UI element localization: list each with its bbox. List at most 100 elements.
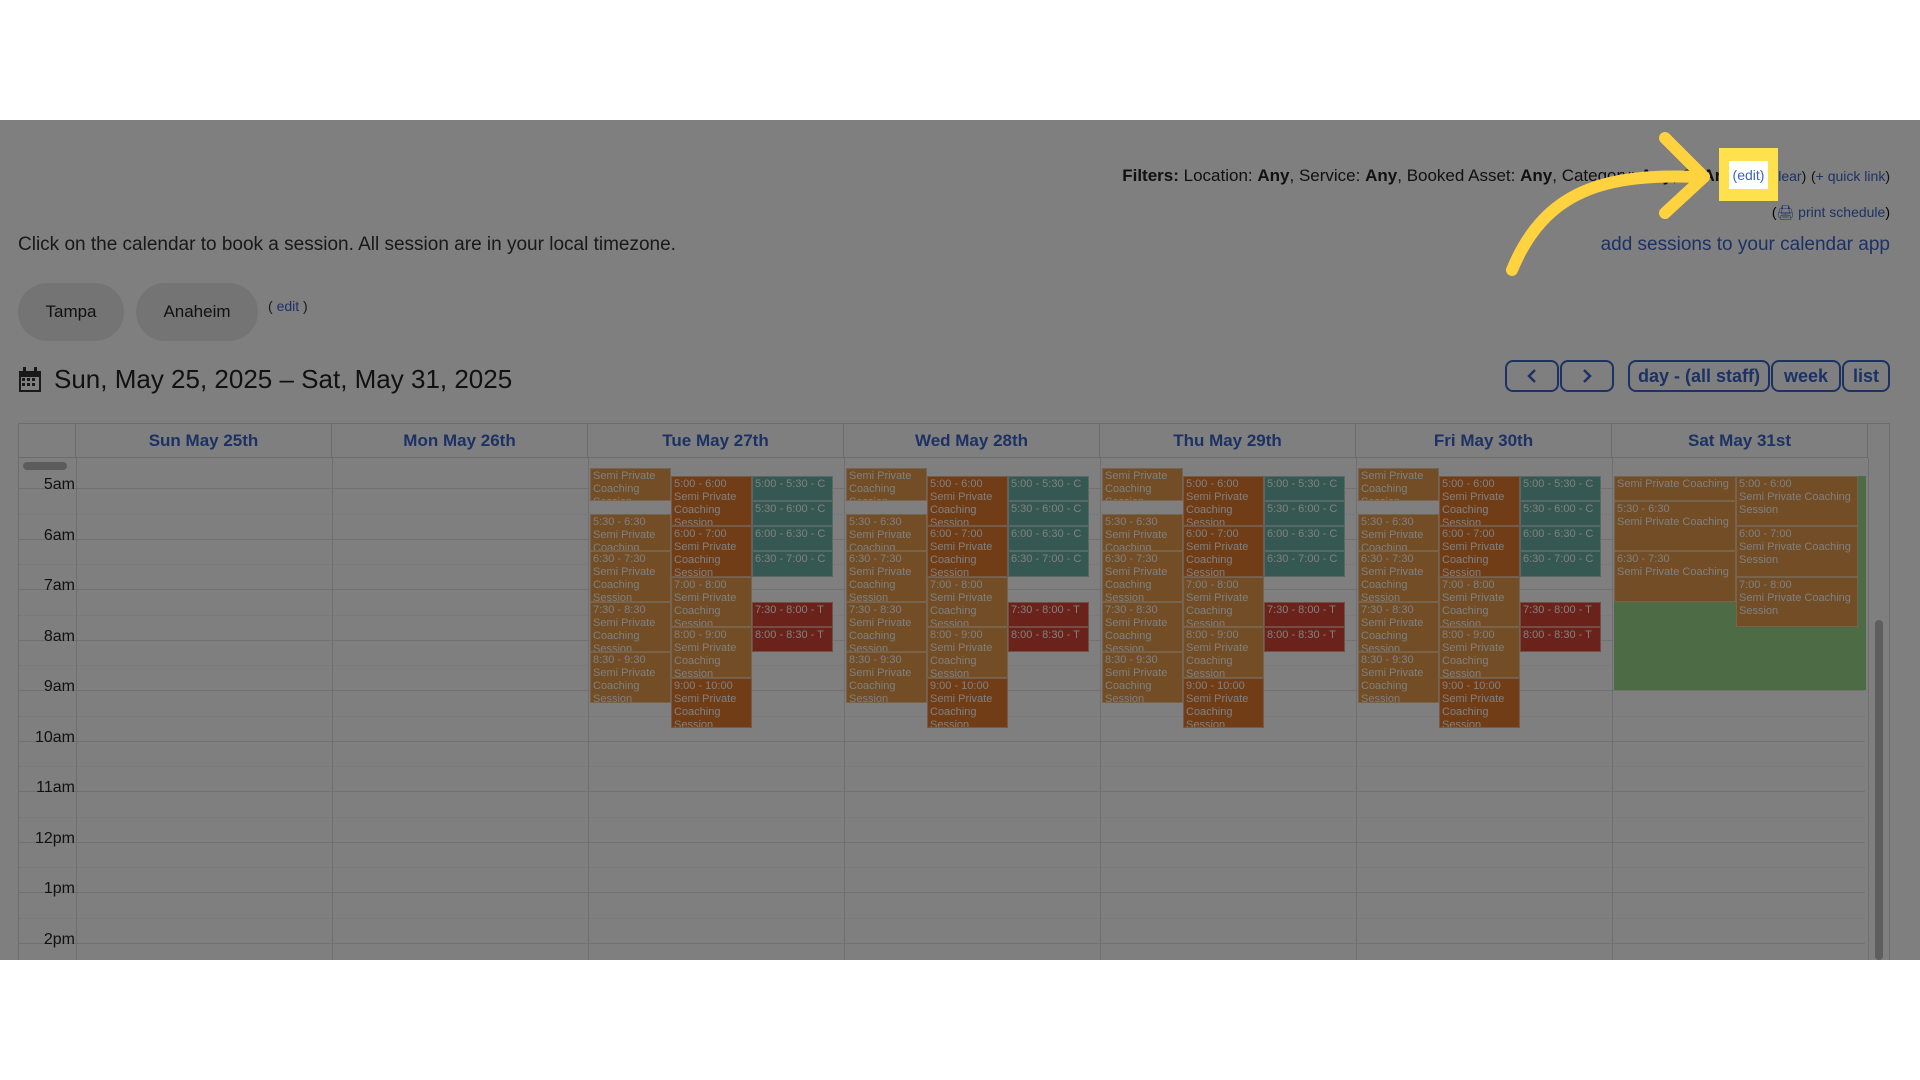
calendar-event[interactable]: 6:00 - 7:00 Semi Private Coaching Session: [927, 526, 1008, 577]
calendar-event[interactable]: Semi Private Coaching Session: [590, 468, 671, 501]
calendar-event[interactable]: 8:30 - 9:30 Semi Private Coaching Session: [1358, 652, 1439, 703]
calendar-event[interactable]: 6:30 - 7:00 - C: [1008, 551, 1089, 577]
calendar-event[interactable]: 8:00 - 8:30 - T: [1520, 627, 1601, 653]
highlighted-edit-link[interactable]: (edit): [1728, 160, 1769, 189]
calendar-event[interactable]: 9:00 - 10:00 Semi Private Coaching Sessio…: [1439, 677, 1520, 729]
calendar-event[interactable]: 7:00 - 8:00 Semi Private Coaching Session: [1439, 576, 1520, 628]
calendar-event[interactable]: 7:30 - 8:00 - T: [1008, 601, 1089, 628]
locations-edit-link[interactable]: edit: [276, 298, 300, 314]
calendar-event[interactable]: 8:00 - 9:00 Semi Private Coaching Session: [1183, 627, 1264, 678]
calendar-event[interactable]: 6:30 - 7:30 Semi Private Coaching Session: [1102, 551, 1183, 602]
calendar-event[interactable]: 7:30 - 8:00 - T: [1264, 601, 1345, 628]
calendar-event[interactable]: 7:30 - 8:30 Semi Private Coaching Session: [590, 601, 671, 653]
calendar-event[interactable]: 6:30 - 7:30 Semi Private Coaching Session: [590, 551, 671, 602]
calendar-event[interactable]: 5:00 - 5:30 - C: [1520, 475, 1601, 501]
calendar-event[interactable]: 8:00 - 8:30 - T: [752, 627, 833, 653]
event-time: 7:00 - 8:00: [674, 578, 727, 591]
calendar-event[interactable]: 7:00 - 8:00 Semi Private Coaching Session: [1183, 576, 1264, 628]
calendar-event[interactable]: 6:30 - 7:00 - C: [1264, 551, 1345, 577]
prev-week-button[interactable]: [1505, 360, 1559, 392]
calendar-event[interactable]: 7:00 - 8:00 Semi Private Coaching Session: [1736, 576, 1858, 628]
calendar-event[interactable]: 6:00 - 6:30 - C: [1520, 526, 1601, 552]
print-schedule[interactable]: (🖨 print schedule): [1771, 204, 1890, 220]
calendar-event[interactable]: 6:00 - 6:30 - C: [752, 526, 833, 552]
quick-link[interactable]: + quick link: [1815, 168, 1886, 184]
day-header-fri[interactable]: Fri May 30th: [1356, 424, 1612, 458]
view-list-button[interactable]: list: [1842, 360, 1890, 392]
calendar-event[interactable]: 6:00 - 6:30 - C: [1008, 526, 1089, 552]
calendar-event[interactable]: 6:00 - 6:30 - C: [1264, 526, 1345, 552]
calendar-event[interactable]: 8:30 - 9:30 Semi Private Coaching Session: [1102, 652, 1183, 703]
calendar-event[interactable]: 6:00 - 7:00 Semi Private Coaching Session: [1439, 526, 1520, 577]
day-header-wed[interactable]: Wed May 28th: [844, 424, 1100, 458]
calendar-event[interactable]: 6:30 - 7:30 Semi Private Coaching: [1614, 551, 1736, 602]
calendar-event[interactable]: 7:30 - 8:30 Semi Private Coaching Session: [1358, 601, 1439, 653]
calendar-event[interactable]: 7:30 - 8:00 - T: [1520, 601, 1601, 628]
calendar-event[interactable]: 6:30 - 7:30 Semi Private Coaching Session: [846, 551, 927, 602]
calendar-event[interactable]: 7:00 - 8:00 Semi Private Coaching Session: [927, 576, 1008, 628]
calendar-event[interactable]: 5:00 - 6:00 Semi Private Coaching Session: [1183, 475, 1264, 527]
calendar-event[interactable]: 7:30 - 8:30 Semi Private Coaching Session: [846, 601, 927, 653]
calendar-event[interactable]: Semi Private Coaching Session: [846, 468, 927, 501]
calendar-event[interactable]: 5:30 - 6:30 Semi Private Coaching: [1614, 500, 1736, 552]
day-header-tue[interactable]: Tue May 27th: [588, 424, 844, 458]
calendar-event[interactable]: 6:00 - 7:00 Semi Private Coaching Session: [671, 526, 752, 577]
calendar-event[interactable]: 9:00 - 10:00 Semi Private Coaching Sessio…: [927, 677, 1008, 729]
calendar-event[interactable]: 5:00 - 5:30 - C: [752, 475, 833, 501]
calendar-event[interactable]: 8:00 - 9:00 Semi Private Coaching Session: [671, 627, 752, 678]
calendar-event[interactable]: 5:00 - 6:00 Semi Private Coaching Session: [1736, 475, 1858, 527]
day-header-mon[interactable]: Mon May 26th: [332, 424, 588, 458]
calendar-event[interactable]: 7:30 - 8:00 - T: [752, 601, 833, 628]
calendar-event[interactable]: 8:00 - 9:00 Semi Private Coaching Session: [927, 627, 1008, 678]
day-header-sat[interactable]: Sat May 31st: [1612, 424, 1868, 458]
calendar-event[interactable]: 5:30 - 6:00 - C: [1264, 500, 1345, 527]
print-schedule-link[interactable]: print schedule: [1798, 204, 1886, 220]
calendar-event[interactable]: Semi Private Coaching: [1614, 475, 1736, 501]
view-week-button[interactable]: week: [1771, 360, 1841, 392]
vertical-scrollbar[interactable]: [1875, 620, 1883, 960]
calendar-event[interactable]: 6:00 - 7:00 Semi Private Coaching Session: [1736, 526, 1858, 577]
calendar-event[interactable]: Semi Private Coaching Session: [1358, 468, 1439, 501]
calendar-event[interactable]: 8:30 - 9:30 Semi Private Coaching Session: [590, 652, 671, 703]
event-time: 8:30 - 9:30: [849, 654, 902, 667]
calendar-event[interactable]: 5:00 - 6:00 Semi Private Coaching Session: [671, 475, 752, 527]
calendar-event[interactable]: 8:30 - 9:30 Semi Private Coaching Session: [846, 652, 927, 703]
day-header-thu[interactable]: Thu May 29th: [1100, 424, 1356, 458]
calendar-event[interactable]: 8:00 - 8:30 - T: [1264, 627, 1345, 653]
calendar-event[interactable]: 9:00 - 10:00 Semi Private Coaching Sessio…: [671, 677, 752, 729]
add-to-calendar-link[interactable]: add sessions to your calendar app: [1600, 234, 1890, 255]
location-anaheim-button[interactable]: Anaheim: [136, 283, 258, 341]
calendar-event[interactable]: 6:30 - 7:30 Semi Private Coaching Session: [1358, 551, 1439, 602]
location-tampa-button[interactable]: Tampa: [18, 283, 124, 341]
calendar-event[interactable]: 7:30 - 8:30 Semi Private Coaching Session: [1102, 601, 1183, 653]
calendar-event[interactable]: 5:00 - 6:00 Semi Private Coaching Session: [1439, 475, 1520, 527]
calendar-grid[interactable]: Sun May 25th Mon May 26th Tue May 27th W…: [18, 423, 1890, 960]
calendar-event[interactable]: 8:00 - 8:30 - T: [1008, 627, 1089, 653]
hour-line: [19, 892, 1865, 894]
calendar-event[interactable]: 5:30 - 6:00 - C: [752, 500, 833, 527]
calendar-event[interactable]: 5:00 - 6:00 Semi Private Coaching Session: [927, 475, 1008, 527]
locations-edit[interactable]: ( edit ): [268, 298, 308, 314]
filter-staff-label: St: [1681, 166, 1698, 185]
resize-handle[interactable]: [23, 462, 67, 470]
calendar-event[interactable]: 5:00 - 5:30 - C: [1008, 475, 1089, 501]
event-time: 5:00 - 5:30 - C: [1267, 477, 1338, 490]
calendar-event[interactable]: 5:00 - 5:30 - C: [1264, 475, 1345, 501]
calendar-event[interactable]: Semi Private Coaching Session: [1102, 468, 1183, 501]
calendar-event[interactable]: 6:30 - 7:00 - C: [752, 551, 833, 577]
next-week-button[interactable]: [1560, 360, 1614, 392]
calendar-event[interactable]: 6:30 - 7:00 - C: [1520, 551, 1601, 577]
view-day-all-staff-button[interactable]: day - (all staff): [1628, 360, 1770, 392]
event-title: Semi Private Coaching Session: [1186, 591, 1249, 628]
calendar-event[interactable]: 6:00 - 7:00 Semi Private Coaching Session: [1183, 526, 1264, 577]
calendar-event[interactable]: 5:30 - 6:00 - C: [1520, 500, 1601, 527]
calendar-event[interactable]: 8:00 - 9:00 Semi Private Coaching Session: [1439, 627, 1520, 678]
calendar-event[interactable]: 7:00 - 8:00 Semi Private Coaching Session: [671, 576, 752, 628]
day-header-sun[interactable]: Sun May 25th: [76, 424, 332, 458]
calendar-event[interactable]: 9:00 - 10:00 Semi Private Coaching Sessio…: [1183, 677, 1264, 729]
calendar-event[interactable]: 5:30 - 6:00 - C: [1008, 500, 1089, 527]
